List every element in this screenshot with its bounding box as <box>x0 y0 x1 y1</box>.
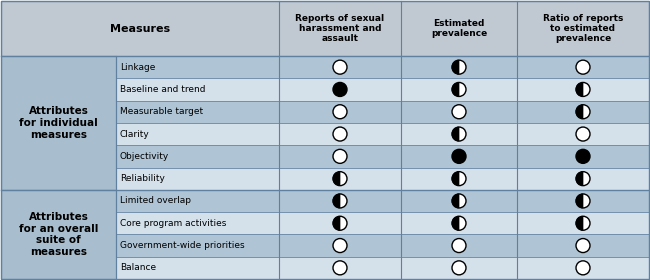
Circle shape <box>333 127 347 141</box>
Bar <box>1 78 649 101</box>
Circle shape <box>452 127 466 141</box>
Circle shape <box>452 194 466 208</box>
Circle shape <box>333 194 347 208</box>
Text: Measures: Measures <box>110 24 170 34</box>
Circle shape <box>576 239 590 253</box>
Circle shape <box>576 105 590 119</box>
Circle shape <box>452 82 466 96</box>
Bar <box>1 212 649 234</box>
Circle shape <box>452 149 466 163</box>
Wedge shape <box>452 82 459 96</box>
Circle shape <box>333 239 347 253</box>
Text: Core program activities: Core program activities <box>120 219 226 228</box>
Circle shape <box>576 149 590 163</box>
Wedge shape <box>452 216 459 230</box>
Text: Linkage: Linkage <box>120 63 155 72</box>
Circle shape <box>333 172 347 186</box>
Text: Limited overlap: Limited overlap <box>120 197 191 206</box>
Circle shape <box>576 82 590 96</box>
Bar <box>1 101 649 123</box>
Wedge shape <box>576 194 583 208</box>
Circle shape <box>333 82 347 96</box>
Text: Baseline and trend: Baseline and trend <box>120 85 205 94</box>
Circle shape <box>333 261 347 275</box>
Circle shape <box>576 172 590 186</box>
Circle shape <box>576 127 590 141</box>
Bar <box>1 56 649 78</box>
Wedge shape <box>452 127 459 141</box>
Bar <box>1 190 116 279</box>
Circle shape <box>576 216 590 230</box>
Wedge shape <box>452 60 459 74</box>
Circle shape <box>452 172 466 186</box>
Bar <box>1 123 649 145</box>
Bar <box>1 190 649 212</box>
Circle shape <box>333 149 347 163</box>
Bar <box>1 257 649 279</box>
Circle shape <box>576 60 590 74</box>
Bar <box>1 1 649 56</box>
Wedge shape <box>452 194 459 208</box>
Circle shape <box>333 216 347 230</box>
Wedge shape <box>333 172 340 186</box>
Text: Government-wide priorities: Government-wide priorities <box>120 241 244 250</box>
Circle shape <box>452 60 466 74</box>
Text: Estimated
prevalence: Estimated prevalence <box>431 19 487 38</box>
Bar <box>1 234 649 257</box>
Bar <box>1 56 116 190</box>
Circle shape <box>333 60 347 74</box>
Circle shape <box>452 216 466 230</box>
Text: Clarity: Clarity <box>120 130 150 139</box>
Text: Attributes
for an overall
suite of
measures: Attributes for an overall suite of measu… <box>19 212 98 257</box>
Wedge shape <box>576 105 583 119</box>
Text: Measurable target: Measurable target <box>120 107 203 116</box>
Circle shape <box>576 261 590 275</box>
Circle shape <box>452 239 466 253</box>
Wedge shape <box>576 82 583 96</box>
Text: Attributes
for individual
measures: Attributes for individual measures <box>19 106 98 139</box>
Circle shape <box>333 105 347 119</box>
Circle shape <box>576 194 590 208</box>
Text: Reliability: Reliability <box>120 174 165 183</box>
Circle shape <box>452 105 466 119</box>
Text: Balance: Balance <box>120 263 156 272</box>
Wedge shape <box>576 216 583 230</box>
Text: Reports of sexual
harassment and
assault: Reports of sexual harassment and assault <box>296 14 385 43</box>
Text: Ratio of reports
to estimated
prevalence: Ratio of reports to estimated prevalence <box>543 14 623 43</box>
Wedge shape <box>576 172 583 186</box>
Bar <box>1 145 649 167</box>
Wedge shape <box>333 194 340 208</box>
Circle shape <box>452 261 466 275</box>
Wedge shape <box>333 216 340 230</box>
Bar <box>1 167 649 190</box>
Text: Objectivity: Objectivity <box>120 152 169 161</box>
Wedge shape <box>452 172 459 186</box>
